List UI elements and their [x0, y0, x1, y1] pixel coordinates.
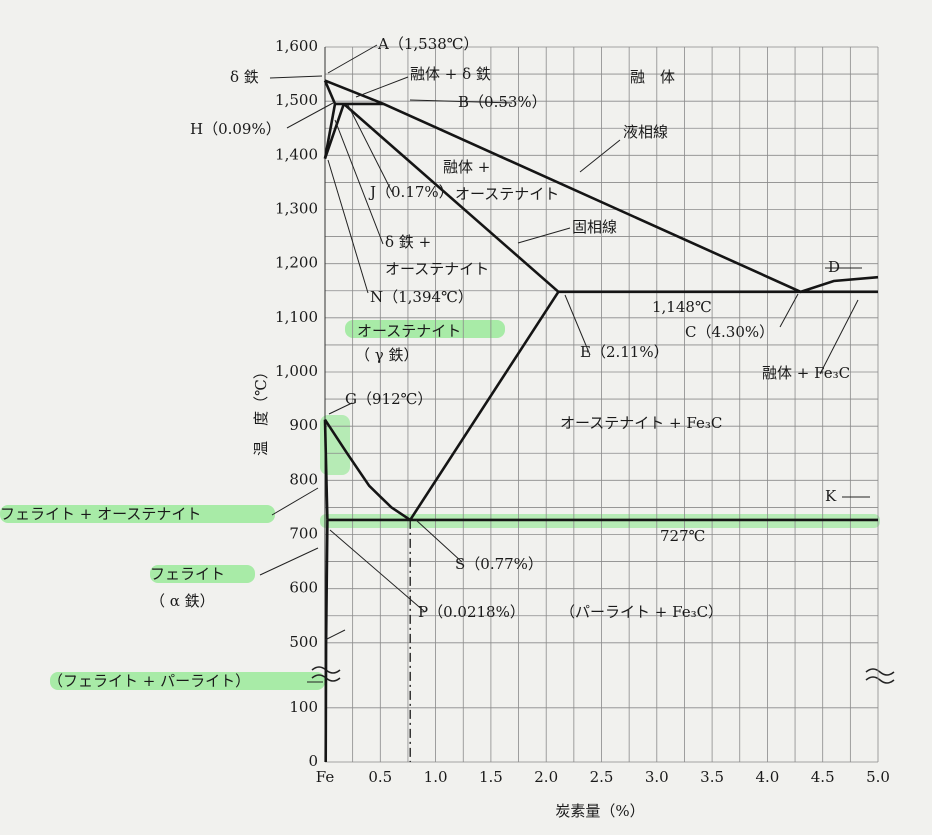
leader-line [271, 487, 319, 516]
annotation: H（0.09%） [190, 120, 281, 138]
x-axis-label: 炭素量（%） [555, 802, 644, 820]
annotation: K [825, 487, 837, 505]
leader-line [579, 139, 621, 173]
y-tick-label: 800 [289, 470, 318, 488]
annotation: 1,148℃ [652, 298, 712, 316]
leader-line [269, 75, 323, 79]
y-tick-label: 900 [289, 416, 318, 434]
leader-line [409, 99, 513, 104]
y-axis-label-group: 温 度（℃） [252, 364, 270, 456]
y-tick-label: 1,400 [275, 145, 318, 163]
y-tick-label: 600 [289, 579, 318, 597]
annotation: （パーライト + Fe₃C） [560, 603, 723, 621]
y-tick-label: 1,300 [275, 200, 318, 218]
leader-line [328, 402, 353, 415]
x-tick-label: 4.0 [755, 768, 779, 786]
highlight [320, 415, 350, 475]
leader-line [564, 294, 591, 356]
leader-line [324, 629, 346, 641]
annotation: A（1,538℃） [377, 35, 479, 53]
leader-line [779, 293, 799, 328]
annotation: D [828, 258, 840, 276]
y-tick-label: 0 [308, 752, 318, 770]
highlight [0, 505, 275, 523]
phase-boundary [323, 80, 337, 105]
annotation: 融体 + [443, 158, 490, 176]
y-tick-label: 100 [289, 698, 318, 716]
x-tick-label: 5.0 [866, 768, 890, 786]
annotation: フェライト [150, 565, 225, 583]
leader-line [286, 102, 334, 129]
annotation: N（1,394℃） [370, 288, 473, 306]
leader-line [355, 76, 409, 98]
annotation: J（0.17%） [368, 183, 454, 201]
annotation: P（0.0218%） [418, 603, 525, 621]
leader-line [334, 119, 384, 245]
annotation: 液相線 [623, 123, 668, 141]
x-tick-label: 0.5 [368, 768, 392, 786]
x-tick-label: 4.5 [811, 768, 835, 786]
leader-line [347, 104, 393, 193]
leader-line [329, 529, 426, 613]
phase-boundary [323, 103, 337, 159]
y-tick-label: 1,100 [275, 308, 318, 326]
highlight [50, 672, 325, 690]
leader-line [327, 159, 369, 294]
annotation: 融 体 [630, 68, 675, 86]
phase-boundary [323, 419, 329, 520]
annotation: オーステナイト [385, 260, 489, 278]
x-tick-label: 3.0 [645, 768, 669, 786]
annotation: 固相線 [572, 218, 617, 236]
x-tick-label: 3.5 [700, 768, 724, 786]
x-tick-label: 1.5 [479, 768, 503, 786]
annotation: B（0.53%） [458, 93, 547, 111]
annotation: G（912℃） [345, 390, 432, 408]
annotation: 727℃ [660, 527, 705, 545]
annotation: （ α 鉄） [150, 592, 215, 610]
axis-break [865, 668, 895, 684]
leader-line [327, 44, 378, 74]
annotation: 融体 + δ 鉄 [410, 65, 491, 83]
phase-boundary [324, 519, 329, 763]
annotation: （ γ 鉄） [355, 346, 419, 364]
leader-line [517, 227, 571, 244]
y-tick-label: 1,000 [275, 362, 318, 380]
annotation: （フェライト + パーライト） [48, 672, 250, 690]
phase-boundary [342, 102, 560, 293]
annotation: フェライト + オーステナイト [0, 505, 201, 523]
y-tick-label: 1,500 [275, 91, 318, 109]
annotation: C（4.30%） [685, 323, 774, 341]
annotation: 融体 + Fe₃C [762, 364, 850, 382]
y-tick-label: 700 [289, 525, 318, 543]
annotation: E（2.11%） [580, 343, 669, 361]
phase-boundary [323, 103, 346, 160]
x-tick-label: Fe [316, 768, 335, 786]
y-tick-label: 1,200 [275, 254, 318, 272]
annotation: δ 鉄 + [385, 233, 431, 251]
leader-line [259, 547, 319, 576]
phase-boundary [323, 418, 411, 521]
y-tick-label: 500 [289, 633, 318, 651]
annotation: オーステナイト + Fe₃C [560, 414, 722, 432]
annotation: S（0.77%） [455, 555, 543, 573]
phase-boundary [409, 291, 560, 521]
annotation: δ 鉄 [230, 68, 259, 86]
annotation: オーステナイト [455, 185, 559, 203]
y-axis-label: 温 度（℃） [252, 364, 270, 456]
highlight [150, 565, 255, 583]
x-tick-label: 2.5 [590, 768, 614, 786]
leader-line [415, 519, 463, 563]
y-tick-label: 1,600 [275, 37, 318, 55]
leader-line [819, 299, 859, 375]
annotation: オーステナイト [357, 322, 461, 340]
x-tick-label: 2.0 [534, 768, 558, 786]
highlight [345, 320, 505, 338]
x-tick-label: 1.0 [424, 768, 448, 786]
